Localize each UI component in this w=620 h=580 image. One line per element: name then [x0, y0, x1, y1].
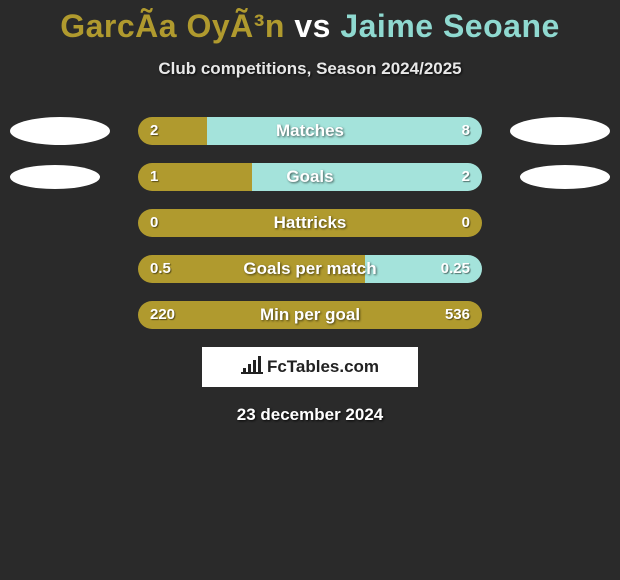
vs-text: vs	[285, 8, 340, 44]
comparison-chart: 28Matches 12Goals 00Hattricks 0.50.25Goals …	[0, 117, 620, 329]
player1-badge	[10, 165, 100, 189]
stat-bar-track: 220536Min per goal	[138, 301, 482, 329]
player2-name: Jaime Seoane	[340, 8, 559, 44]
stat-row: 28Matches	[0, 117, 620, 145]
player1-name: GarcÃa OyÃ³n	[60, 8, 285, 44]
stat-row: 00Hattricks	[0, 209, 620, 237]
chart-icon	[241, 356, 263, 379]
stat-bar-track: 0.50.25Goals per match	[138, 255, 482, 283]
stat-bar-track: 12Goals	[138, 163, 482, 191]
stat-label: Matches	[138, 117, 482, 145]
stat-bar-track: 00Hattricks	[138, 209, 482, 237]
stat-bar-track: 28Matches	[138, 117, 482, 145]
stat-row: 12Goals	[0, 163, 620, 191]
date-text: 23 december 2024	[0, 405, 620, 425]
stat-label: Goals per match	[138, 255, 482, 283]
player1-badge	[10, 117, 110, 145]
stat-label: Goals	[138, 163, 482, 191]
stat-row: 0.50.25Goals per match	[0, 255, 620, 283]
branding-box: FcTables.com	[202, 347, 418, 387]
player2-badge	[520, 165, 610, 189]
comparison-title: GarcÃa OyÃ³n vs Jaime Seoane	[0, 0, 620, 45]
stat-label: Min per goal	[138, 301, 482, 329]
branding-text: FcTables.com	[267, 357, 379, 377]
player2-badge	[510, 117, 610, 145]
subtitle: Club competitions, Season 2024/2025	[0, 59, 620, 79]
stat-row: 220536Min per goal	[0, 301, 620, 329]
stat-label: Hattricks	[138, 209, 482, 237]
